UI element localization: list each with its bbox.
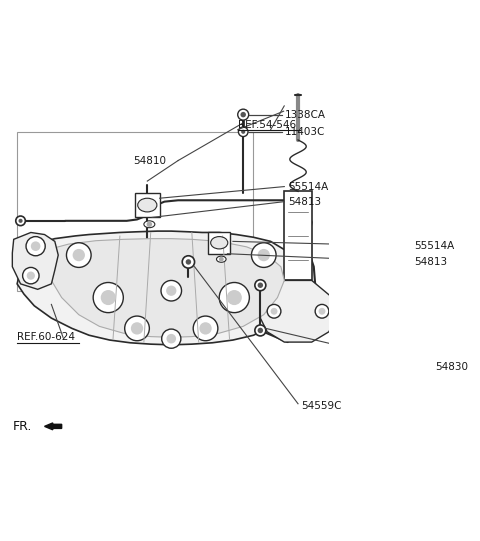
Circle shape — [19, 219, 23, 223]
Circle shape — [166, 286, 177, 296]
Bar — [17, 132, 253, 291]
Circle shape — [26, 236, 45, 256]
Circle shape — [319, 308, 325, 315]
Ellipse shape — [216, 256, 226, 262]
Text: 54813: 54813 — [415, 257, 448, 267]
Circle shape — [23, 267, 39, 284]
Circle shape — [131, 322, 143, 334]
Circle shape — [186, 259, 191, 265]
FancyArrow shape — [45, 423, 61, 430]
Circle shape — [93, 282, 123, 313]
Text: 54830: 54830 — [435, 362, 468, 372]
Circle shape — [238, 109, 249, 120]
Circle shape — [146, 221, 152, 227]
Polygon shape — [12, 233, 58, 289]
Text: 54559C: 54559C — [301, 401, 342, 411]
Circle shape — [252, 243, 276, 267]
Circle shape — [255, 280, 266, 291]
Circle shape — [219, 257, 224, 262]
Ellipse shape — [138, 198, 157, 212]
Circle shape — [162, 329, 181, 348]
Polygon shape — [17, 231, 298, 345]
Circle shape — [219, 282, 250, 313]
Circle shape — [27, 272, 35, 280]
Ellipse shape — [211, 236, 228, 249]
Circle shape — [31, 241, 40, 251]
Text: 55514A: 55514A — [415, 241, 455, 251]
Text: REF.60-624: REF.60-624 — [17, 332, 75, 342]
Circle shape — [72, 249, 85, 261]
Circle shape — [267, 305, 281, 318]
Circle shape — [193, 316, 218, 341]
Circle shape — [16, 216, 25, 226]
Polygon shape — [260, 280, 336, 342]
Circle shape — [66, 243, 91, 267]
Circle shape — [258, 249, 270, 261]
Circle shape — [199, 322, 212, 334]
Text: 55514A: 55514A — [288, 182, 328, 192]
Bar — [135, 193, 160, 217]
Circle shape — [241, 130, 245, 134]
Circle shape — [167, 334, 176, 344]
Bar — [208, 232, 230, 254]
Circle shape — [255, 325, 266, 336]
Circle shape — [125, 316, 149, 341]
Circle shape — [258, 328, 263, 333]
Circle shape — [239, 127, 248, 136]
Text: 1338CA: 1338CA — [284, 110, 325, 120]
Text: 54813: 54813 — [288, 196, 321, 207]
Circle shape — [227, 290, 242, 305]
Circle shape — [182, 256, 194, 268]
Ellipse shape — [144, 221, 155, 228]
Text: FR.: FR. — [12, 420, 32, 433]
Text: 11403C: 11403C — [284, 127, 324, 137]
Circle shape — [101, 290, 116, 305]
Bar — [284, 192, 312, 280]
Circle shape — [240, 112, 246, 117]
Text: 54810: 54810 — [133, 156, 167, 166]
Circle shape — [271, 308, 277, 315]
Circle shape — [161, 280, 181, 301]
Circle shape — [258, 282, 263, 288]
Polygon shape — [48, 239, 284, 337]
Circle shape — [315, 305, 329, 318]
Text: REF.54-546: REF.54-546 — [239, 120, 297, 130]
